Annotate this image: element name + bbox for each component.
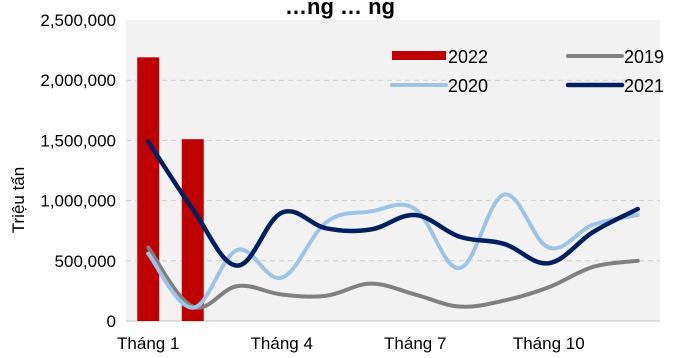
legend-label-2019: 2019: [624, 47, 664, 67]
legend-swatch-2022: [392, 51, 446, 60]
y-axis-ticks: 0 500,000 1,000,000 1,500,000 2,000,000 2,500…: [40, 11, 116, 331]
y-tick-label: 500,000: [55, 252, 116, 271]
y-tick-label: 2,000,000: [40, 71, 116, 90]
x-tick-label: Tháng 4: [251, 334, 313, 353]
y-tick-label: 0: [107, 312, 116, 331]
y-axis-title: Triệu tấn: [9, 167, 28, 233]
legend: 2022 2019 2020 2021: [390, 47, 664, 96]
line-2020: [146, 192, 640, 310]
bar-2022-1: [137, 57, 160, 321]
line-2019: [146, 245, 640, 310]
line-2021: [146, 139, 640, 268]
y-tick-label: 1,500,000: [40, 131, 116, 150]
chart-title: …ng … ng: [285, 0, 395, 19]
legend-label-2021: 2021: [624, 76, 664, 96]
bar-2022-2: [181, 139, 204, 321]
legend-label-2020: 2020: [448, 76, 488, 96]
x-axis-ticks: Tháng 1 Tháng 4 Tháng 7 Tháng 10: [117, 334, 585, 353]
x-tick-label: Tháng 7: [384, 334, 446, 353]
plot-area: [126, 20, 660, 321]
legend-label-2022: 2022: [448, 47, 488, 67]
y-tick-label: 1,000,000: [40, 192, 116, 211]
x-tick-label: Tháng 1: [117, 334, 179, 353]
line-series: [146, 139, 640, 310]
gridlines: [126, 79, 660, 322]
y-tick-label: 2,500,000: [40, 11, 116, 30]
x-tick-label: Tháng 10: [513, 334, 585, 353]
